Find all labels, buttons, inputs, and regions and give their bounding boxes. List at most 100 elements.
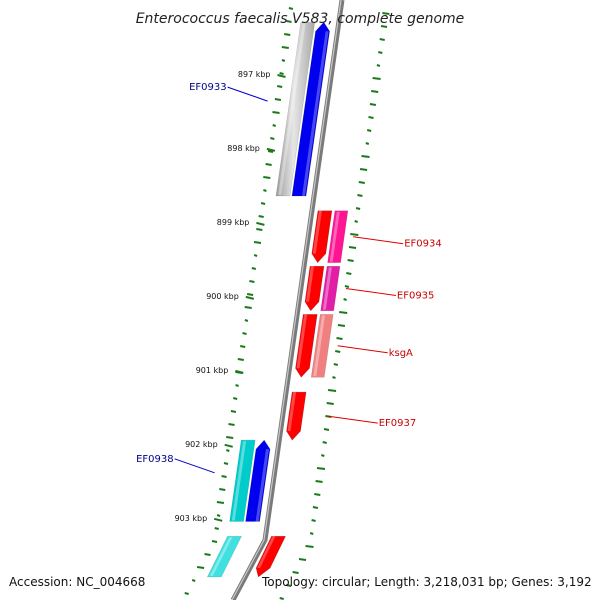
cog-block bbox=[275, 21, 316, 197]
gc-dot-left bbox=[221, 475, 227, 478]
gene-arrow-EF0938[interactable] bbox=[245, 439, 271, 522]
gene-label-EF0938[interactable]: EF0938 bbox=[136, 454, 174, 465]
tick-label: 897 kbp bbox=[238, 70, 271, 79]
cog-block-highlight bbox=[278, 23, 306, 196]
gc-dot-right bbox=[354, 220, 359, 223]
cog-block-highlight bbox=[313, 315, 325, 377]
gc-dot-right bbox=[361, 155, 370, 158]
gc-dot-left bbox=[191, 579, 196, 582]
ticks-layer: 897 kbp 898 kbp 899 kbp 900 kbp 901 kbp 902 k… bbox=[175, 70, 286, 523]
gc-dot-left bbox=[274, 98, 282, 101]
gc-dot-left bbox=[265, 163, 272, 166]
cog-block-highlight bbox=[329, 211, 340, 262]
tick-label: 900 kbp bbox=[206, 292, 239, 301]
gc-dot-left bbox=[267, 150, 274, 153]
gene-arrow-ksgA[interactable] bbox=[295, 314, 318, 378]
gc-dot-right bbox=[314, 493, 321, 496]
genes-layer bbox=[245, 21, 333, 578]
gc-dot-left bbox=[216, 514, 221, 517]
gc-dot-left bbox=[184, 592, 189, 595]
cog-block bbox=[206, 535, 242, 578]
gc-dot-right bbox=[380, 25, 388, 28]
gc-dot-right bbox=[335, 350, 341, 353]
gc-dot-right bbox=[382, 12, 390, 15]
gene-label-ksgA[interactable]: ksgA bbox=[389, 348, 413, 359]
gc-dot-right bbox=[369, 103, 377, 106]
topology-text: Topology: circular; Length: 3,218,031 bp… bbox=[261, 575, 592, 589]
gene-arrow-shade bbox=[296, 314, 308, 369]
gene-label-line-EF0935 bbox=[345, 288, 396, 296]
gc-dot-right bbox=[286, 584, 292, 587]
gene-label-EF0934[interactable]: EF0934 bbox=[404, 239, 442, 250]
gc-dot-right bbox=[279, 597, 284, 600]
tick-label: 898 kbp bbox=[227, 144, 260, 153]
gene-label-EF0937[interactable]: EF0937 bbox=[379, 418, 417, 429]
gc-dot-left bbox=[232, 397, 238, 400]
gc-dot-left bbox=[272, 124, 277, 127]
gc-dot-right bbox=[309, 532, 314, 535]
gene-label-EF0933[interactable]: EF0933 bbox=[189, 82, 227, 93]
gc-dot-right bbox=[322, 441, 327, 444]
gc-dot-left bbox=[242, 332, 247, 335]
gc-dot-right bbox=[320, 454, 325, 457]
gc-dot-left bbox=[219, 488, 226, 491]
accession-text: Accession: NC_004668 bbox=[9, 575, 145, 589]
gc-dot-left bbox=[256, 228, 263, 231]
gene-arrow-unnamed[interactable] bbox=[255, 535, 286, 578]
tick-label: 899 kbp bbox=[217, 218, 250, 227]
gc-dot-right bbox=[372, 77, 381, 80]
gc-dot-left bbox=[246, 293, 254, 296]
backbone-highlight bbox=[231, 0, 342, 601]
backbone-line bbox=[230, 0, 345, 602]
gene-arrow-shade bbox=[312, 210, 322, 254]
gene-arrow-shade bbox=[255, 449, 269, 522]
gc-dot-right bbox=[339, 311, 348, 314]
gene-label-EF0935[interactable]: EF0935 bbox=[397, 291, 435, 302]
backbone-layer bbox=[230, 0, 345, 602]
gene-arrow-EF0934[interactable] bbox=[311, 210, 333, 264]
gc-dot-left bbox=[235, 384, 239, 387]
gc-dot-right bbox=[368, 116, 374, 119]
gc-dot-right bbox=[336, 337, 343, 340]
gc-dots-layer bbox=[184, 7, 390, 600]
gene-arrow-EF0933[interactable] bbox=[291, 21, 330, 197]
gc-dot-left bbox=[251, 267, 257, 270]
tick-mark bbox=[235, 369, 244, 374]
tick-mark bbox=[266, 147, 276, 152]
gc-dot-left bbox=[237, 358, 244, 361]
gene-arrow-shade bbox=[302, 31, 329, 197]
gene-arrow-shade bbox=[257, 536, 276, 568]
gc-dot-right bbox=[344, 285, 350, 288]
gc-dot-left bbox=[225, 449, 230, 452]
gc-dot-left bbox=[211, 540, 218, 543]
gc-dot-left bbox=[196, 566, 205, 569]
gc-dot-right bbox=[347, 259, 354, 262]
gc-dot-left bbox=[258, 215, 264, 218]
gc-dot-right bbox=[378, 51, 383, 54]
tick-label: 901 kbp bbox=[196, 366, 229, 375]
gc-dot-right bbox=[298, 558, 307, 561]
cog-block bbox=[320, 265, 341, 312]
gc-dot-right bbox=[355, 207, 361, 210]
gc-dot-right bbox=[371, 90, 379, 93]
gc-dot-left bbox=[277, 85, 283, 88]
cog-block-highlight bbox=[322, 267, 332, 310]
gc-dot-left bbox=[263, 189, 267, 192]
tick-label: 902 kbp bbox=[185, 440, 218, 449]
gc-dot-left bbox=[286, 20, 292, 23]
tick-mark bbox=[245, 295, 255, 300]
gc-dot-left bbox=[288, 7, 294, 10]
gc-dot-left bbox=[226, 436, 234, 439]
gene-arrow-EF0937[interactable] bbox=[286, 391, 307, 441]
gc-dot-left bbox=[279, 72, 284, 75]
gc-dot-right bbox=[357, 194, 363, 197]
gc-dot-left bbox=[228, 423, 235, 426]
gc-dot-right bbox=[365, 142, 370, 145]
gc-dot-left bbox=[204, 553, 211, 556]
gene-arrow-EF0935[interactable] bbox=[304, 265, 325, 312]
gc-dot-right bbox=[326, 402, 334, 405]
gc-dot-left bbox=[253, 241, 262, 244]
gc-dot-right bbox=[292, 571, 299, 574]
